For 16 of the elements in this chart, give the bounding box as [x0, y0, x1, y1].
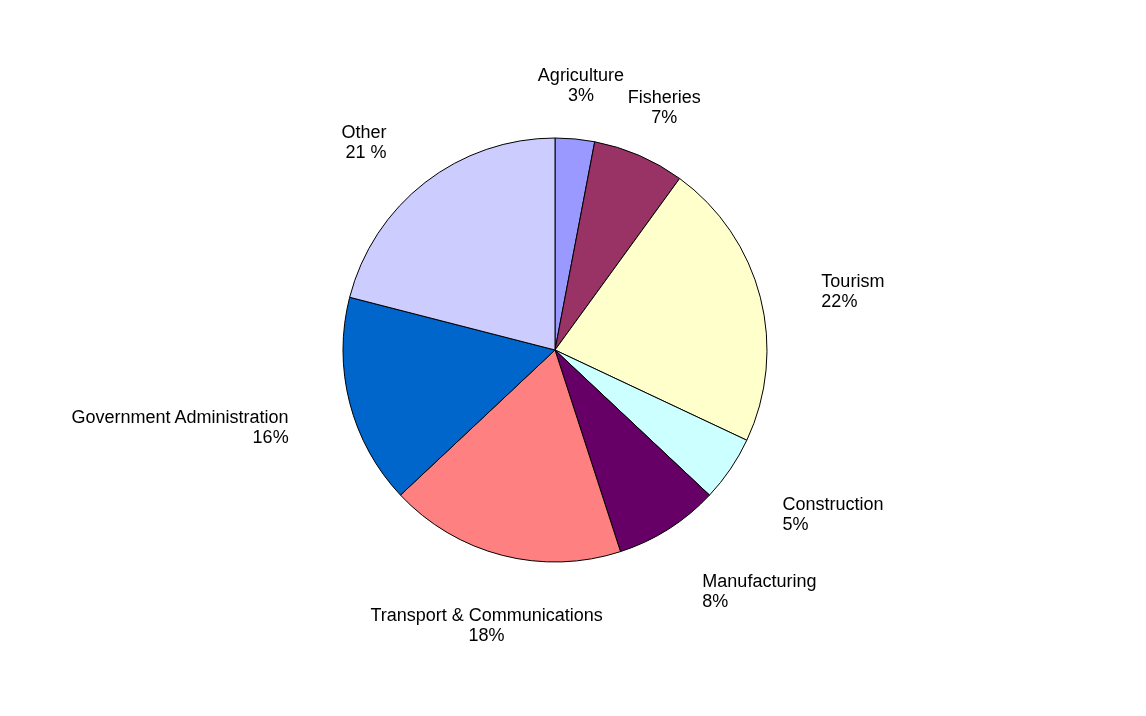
data-label: 8% — [702, 591, 729, 612]
data-label: 18% — [468, 625, 505, 646]
slice-label: Tourism — [821, 270, 885, 291]
slice-label: Other — [341, 121, 387, 142]
data-label: 7% — [651, 106, 678, 127]
data-label: 16% — [252, 427, 289, 448]
data-label: 5% — [782, 513, 809, 534]
data-label: 3% — [567, 85, 594, 106]
slice-label: Agriculture — [537, 65, 624, 86]
slice-label: Manufacturing — [702, 571, 817, 592]
slice-label: Government Administration — [71, 407, 289, 428]
data-label: 21 % — [345, 141, 387, 162]
slice-label: Transport & Communications — [370, 605, 603, 626]
slice-label: Fisheries — [627, 86, 701, 107]
data-label: 22% — [821, 290, 858, 311]
slice-label: Construction — [782, 493, 884, 514]
